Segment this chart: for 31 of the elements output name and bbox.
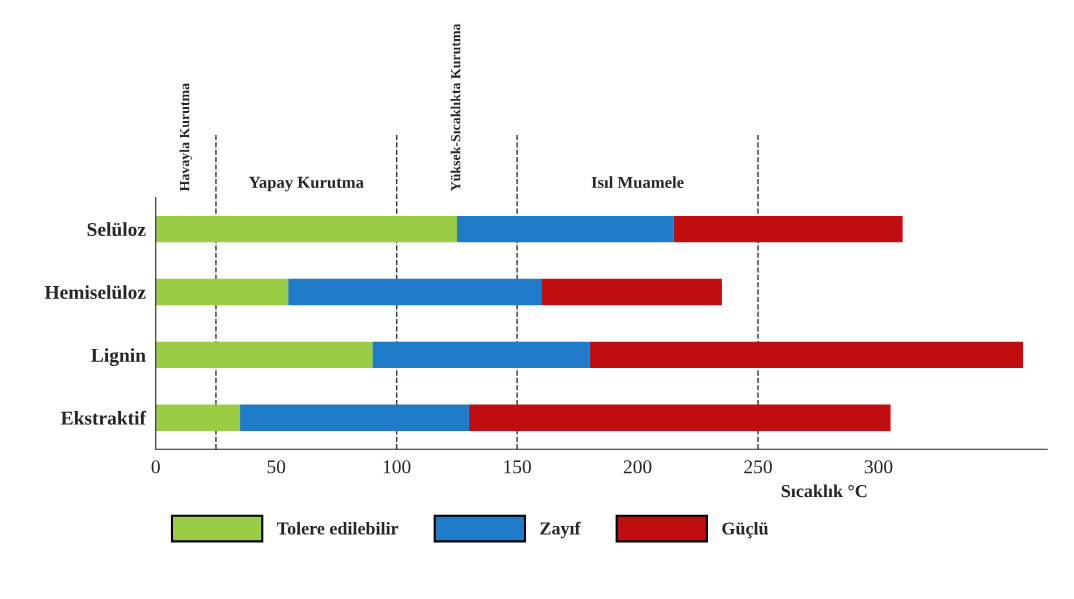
x-tick-label: 150	[504, 460, 531, 474]
bar	[155, 341, 373, 369]
y-tick-label: Lignin	[91, 348, 146, 366]
text: Yüksek-Sıcaklıkta Kurutma	[450, 23, 461, 192]
text: Yapay Kurutma	[248, 176, 364, 192]
bar	[155, 278, 289, 306]
bar	[468, 404, 891, 432]
x-axis-title: Sıcaklık °C	[781, 484, 867, 498]
bar	[673, 215, 903, 243]
bar	[589, 341, 1024, 369]
bar	[155, 215, 457, 243]
bar	[155, 404, 241, 432]
y-tick-label: Hemiselüloz	[44, 285, 146, 299]
y-tick-label: Selüloz	[87, 222, 146, 237]
bar	[456, 215, 674, 243]
bar	[288, 278, 542, 306]
text: Havayla Kurutma	[179, 83, 193, 192]
bar	[541, 278, 722, 306]
bar	[372, 341, 590, 369]
bar	[240, 404, 469, 432]
x-tick-label: 300	[864, 460, 893, 474]
y-tick-label: Ekstraktif	[61, 410, 147, 425]
x-tick-label: 100	[383, 460, 411, 474]
x-tick-label: 0	[151, 460, 160, 474]
x-tick-label: 200	[623, 460, 652, 474]
legend-label: Güçlü	[722, 521, 769, 539]
x-tick-label: 50	[267, 460, 286, 474]
x-tick-label: 250	[744, 460, 772, 474]
legend-label: Tolere edilebilir	[276, 521, 399, 535]
legend-label: Zayıf	[540, 521, 581, 539]
text: Isıl Muamele	[591, 176, 684, 189]
